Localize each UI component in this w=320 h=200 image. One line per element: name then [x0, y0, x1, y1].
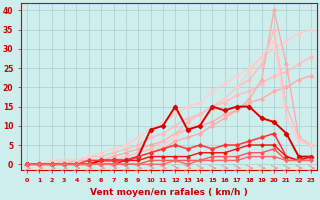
X-axis label: Vent moyen/en rafales ( km/h ): Vent moyen/en rafales ( km/h ) [90, 188, 248, 197]
